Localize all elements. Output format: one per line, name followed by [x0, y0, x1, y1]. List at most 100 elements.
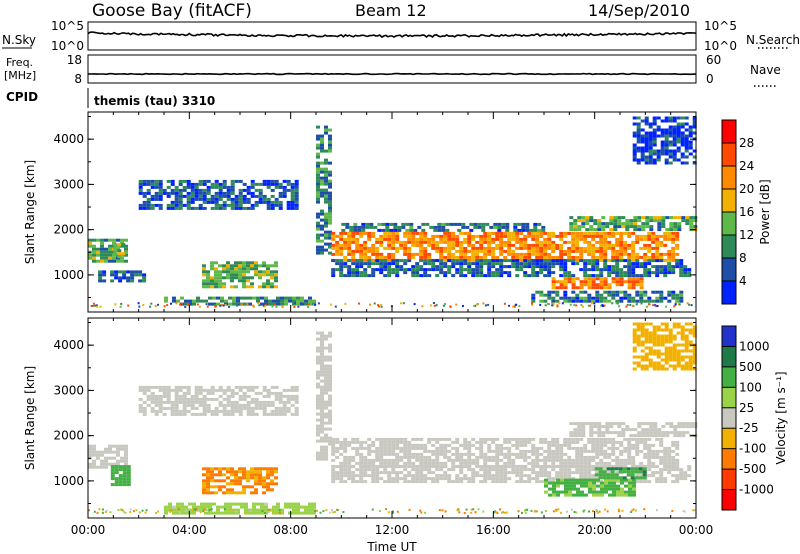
- data-cell: [475, 262, 480, 266]
- data-cell: [261, 510, 264, 513]
- data-cell: [403, 443, 408, 447]
- data-cell: [569, 228, 574, 232]
- data-cell: [671, 249, 676, 253]
- data-cell: [603, 283, 608, 287]
- data-cell: [170, 302, 172, 305]
- data-cell: [487, 465, 492, 469]
- y-tick-label: 3000: [53, 177, 84, 191]
- data-cell: [304, 302, 308, 306]
- data-cell: [635, 440, 640, 444]
- data-cell: [385, 508, 387, 511]
- data-cell: [226, 409, 231, 413]
- data-cell: [643, 265, 648, 269]
- data-cell: [150, 203, 155, 207]
- data-cell: [367, 465, 372, 469]
- data-cell: [515, 255, 520, 259]
- data-cell: [375, 474, 380, 478]
- data-cell: [583, 290, 588, 294]
- data-cell: [563, 461, 568, 465]
- data-cell: [593, 219, 598, 223]
- data-cell: [535, 452, 540, 456]
- data-cell: [278, 400, 283, 404]
- data-cell: [208, 509, 211, 512]
- data-cell: [230, 200, 235, 204]
- data-cell: [347, 243, 352, 247]
- data-cell: [647, 268, 652, 272]
- data-cell: [587, 293, 592, 297]
- data-cell: [104, 447, 108, 451]
- data-cell: [371, 477, 376, 481]
- data-cell: [198, 191, 203, 195]
- data-cell: [603, 290, 608, 294]
- data-cell: [363, 274, 368, 278]
- data-cell: [664, 119, 669, 123]
- data-cell: [96, 305, 99, 308]
- data-cell: [455, 262, 460, 266]
- data-cell: [616, 478, 620, 482]
- data-cell: [580, 490, 584, 494]
- data-cell: [619, 243, 624, 247]
- data-cell: [355, 452, 360, 456]
- data-cell: [692, 331, 697, 335]
- data-cell: [214, 304, 217, 307]
- data-cell: [515, 274, 520, 278]
- data-cell: [383, 255, 388, 259]
- data-cell: [324, 355, 328, 359]
- data-cell: [567, 274, 572, 278]
- data-cell: [537, 222, 542, 226]
- data-cell: [180, 502, 184, 506]
- data-cell: [195, 508, 198, 511]
- data-cell: [367, 468, 372, 472]
- data-cell: [636, 146, 641, 150]
- data-cell: [685, 222, 690, 226]
- data-cell: [681, 434, 686, 438]
- data-cell: [479, 246, 484, 250]
- data-cell: [688, 152, 693, 156]
- data-cell: [684, 328, 689, 332]
- data-cell: [158, 409, 163, 413]
- data-cell: [359, 446, 364, 450]
- data-cell: [556, 305, 559, 308]
- data-cell: [657, 428, 662, 432]
- data-cell: [644, 137, 649, 141]
- data-cell: [692, 119, 697, 123]
- data-cell: [675, 474, 680, 478]
- data-cell: [316, 224, 320, 228]
- data-cell: [250, 397, 255, 401]
- data-cell: [220, 505, 224, 509]
- data-cell: [202, 179, 207, 183]
- data-cell: [663, 449, 668, 453]
- data-cell: [262, 409, 267, 413]
- data-cell: [331, 274, 336, 278]
- data-cell: [643, 252, 648, 256]
- data-cell: [316, 373, 320, 377]
- data-cell: [408, 508, 411, 511]
- data-cell: [439, 443, 444, 447]
- data-cell: [669, 425, 674, 429]
- data-cell: [660, 328, 665, 332]
- data-cell: [613, 222, 618, 226]
- data-cell: [491, 252, 496, 256]
- data-cell: [596, 511, 599, 514]
- data-cell: [660, 367, 665, 371]
- data-cell: [121, 508, 124, 511]
- data-cell: [435, 455, 440, 459]
- data-cell: [254, 203, 259, 207]
- data-cell: [617, 425, 622, 429]
- data-cell: [174, 185, 179, 189]
- data-cell: [676, 352, 681, 356]
- data-cell: [483, 480, 488, 484]
- data-cell: [591, 286, 596, 290]
- data-cell: [632, 122, 637, 126]
- data-cell: [108, 238, 112, 242]
- data-cell: [96, 247, 100, 251]
- data-cell: [120, 447, 124, 451]
- data-cell: [668, 337, 673, 341]
- data-cell: [501, 511, 503, 514]
- data-cell: [411, 268, 416, 272]
- data-cell: [262, 479, 266, 483]
- data-cell: [355, 461, 360, 465]
- data-cell: [592, 481, 596, 485]
- data-cell: [479, 243, 484, 247]
- data-cell: [676, 343, 681, 347]
